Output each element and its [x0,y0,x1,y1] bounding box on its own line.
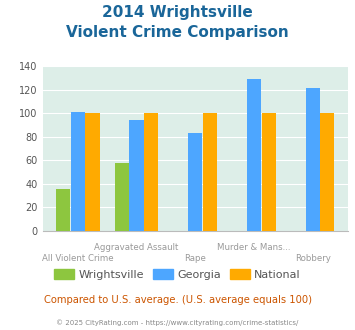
Bar [320,113,334,231]
Bar [306,88,320,231]
Bar [144,113,158,231]
Text: Compared to U.S. average. (U.S. average equals 100): Compared to U.S. average. (U.S. average … [44,295,311,305]
Bar [262,113,276,231]
Bar [71,112,85,231]
Text: Aggravated Assault: Aggravated Assault [94,243,179,251]
Legend: Wrightsville, Georgia, National: Wrightsville, Georgia, National [50,265,305,284]
Bar [56,188,70,231]
Text: All Violent Crime: All Violent Crime [42,254,114,263]
Text: Rape: Rape [184,254,206,263]
Bar [188,133,202,231]
Text: Violent Crime Comparison: Violent Crime Comparison [66,25,289,40]
Bar [130,120,143,231]
Bar [115,163,129,231]
Bar [86,113,99,231]
Bar [203,113,217,231]
Text: Murder & Mans...: Murder & Mans... [217,243,291,251]
Text: © 2025 CityRating.com - https://www.cityrating.com/crime-statistics/: © 2025 CityRating.com - https://www.city… [56,319,299,326]
Bar [247,79,261,231]
Text: 2014 Wrightsville: 2014 Wrightsville [102,5,253,20]
Text: Robbery: Robbery [295,254,331,263]
